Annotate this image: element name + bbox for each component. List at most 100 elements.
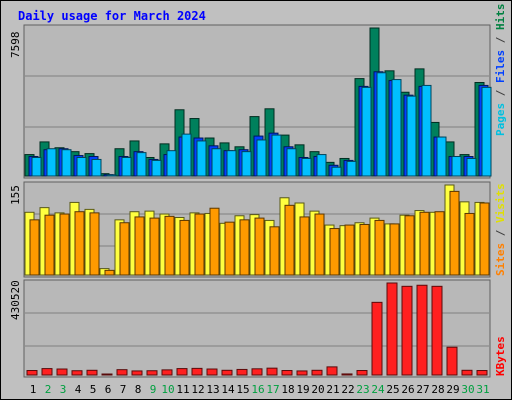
x-tick-label: 1 <box>30 383 37 396</box>
x-tick-label: 22 <box>341 383 354 396</box>
x-tick-label: 16 <box>251 383 264 396</box>
bar-kbytes-day-18 <box>281 370 293 376</box>
bar-sites-day-20 <box>314 213 325 276</box>
bar-kbytes-day-22 <box>341 373 353 376</box>
bar-sites-day-21 <box>329 228 340 276</box>
x-tick-label: 23 <box>356 383 369 396</box>
bar-kbytes-day-16 <box>251 368 263 376</box>
bar-pages-day-15 <box>241 151 252 177</box>
bar-kbytes-day-31 <box>476 370 488 376</box>
legend-part: Visits <box>494 183 507 223</box>
x-tick-label: 20 <box>311 383 324 396</box>
bar-sites-day-6 <box>104 269 115 276</box>
x-tick-label: 7 <box>120 383 127 396</box>
bar-pages-day-5 <box>91 158 102 177</box>
x-tick-label: 30 <box>461 383 474 396</box>
bar-kbytes-day-10 <box>161 369 173 376</box>
bar-sites-day-7 <box>119 222 130 276</box>
bar-sites-day-16 <box>254 217 265 276</box>
bar-pages-day-26 <box>406 95 417 177</box>
x-tick-label: 24 <box>371 383 385 396</box>
x-tick-label: 11 <box>176 383 189 396</box>
bar-pages-day-14 <box>226 150 237 177</box>
x-tick-label: 26 <box>401 383 414 396</box>
legend-part: KBytes <box>494 336 507 376</box>
x-axis-labels: 1 2 3 4 5 6 7 8 9 10 11 12 13 14 15 16 17 18 19 20 21 22 23 24 2… <box>30 383 490 396</box>
bar-kbytes-day-17 <box>266 367 278 376</box>
bar-kbytes-day-29 <box>446 346 458 376</box>
bar-pages-day-1 <box>31 156 42 177</box>
legend-kbytes: KBytes <box>494 336 507 376</box>
x-tick-label: 5 <box>90 383 97 396</box>
bar-kbytes-day-28 <box>431 285 443 376</box>
legend-pages-files-hits: Pages / Files / Hits <box>494 4 507 137</box>
bar-kbytes-day-14 <box>221 369 233 376</box>
bar-pages-day-8 <box>136 152 147 177</box>
bar-sites-day-26 <box>404 215 415 276</box>
bar-kbytes-day-3 <box>56 368 68 376</box>
bar-pages-day-11 <box>181 133 192 177</box>
bar-sites-day-17 <box>269 226 280 276</box>
bar-kbytes-day-21 <box>326 366 338 376</box>
bar-pages-day-28 <box>436 136 447 177</box>
chart-title: Daily usage for March 2024 <box>18 9 206 23</box>
bar-kbytes-day-11 <box>176 368 188 376</box>
x-tick-label: 19 <box>296 383 309 396</box>
bar-sites-day-5 <box>89 212 100 276</box>
legend-part: / <box>494 83 507 103</box>
bar-kbytes-day-6 <box>101 373 113 376</box>
y-axis-max-label-hits: 7598 <box>9 32 22 59</box>
bar-kbytes-day-20 <box>311 369 323 376</box>
bar-kbytes-day-15 <box>236 368 248 376</box>
bar-pages-day-31 <box>481 86 492 177</box>
bar-pages-day-2 <box>46 148 57 177</box>
legend-part: / <box>494 30 507 50</box>
bar-kbytes-day-25 <box>386 282 398 376</box>
bar-pages-day-9 <box>151 159 162 177</box>
bar-pages-day-27 <box>421 84 432 177</box>
legend-part: Sites <box>494 243 507 276</box>
x-tick-label: 21 <box>326 383 339 396</box>
bar-sites-day-29 <box>449 190 460 276</box>
bar-sites-day-9 <box>149 217 160 276</box>
bar-sites-day-25 <box>389 223 400 276</box>
x-tick-label: 29 <box>446 383 459 396</box>
bar-sites-day-23 <box>359 223 370 276</box>
bar-pages-day-3 <box>61 149 72 177</box>
y-axis-max-label-visits: 155 <box>9 185 22 205</box>
x-tick-label: 12 <box>191 383 204 396</box>
bar-sites-day-8 <box>134 216 145 276</box>
bar-pages-day-19 <box>301 157 312 177</box>
bar-pages-day-29 <box>451 156 462 177</box>
bar-sites-day-24 <box>374 219 385 276</box>
bar-sites-day-4 <box>74 211 85 276</box>
x-tick-label: 25 <box>386 383 399 396</box>
bar-pages-day-20 <box>316 154 327 177</box>
bar-pages-day-10 <box>166 150 177 177</box>
bar-sites-day-15 <box>239 219 250 276</box>
x-tick-label: 27 <box>416 383 429 396</box>
bar-pages-day-18 <box>286 148 297 177</box>
x-tick-label: 28 <box>431 383 444 396</box>
bar-pages-day-23 <box>361 86 372 177</box>
bar-pages-day-7 <box>121 156 132 177</box>
x-tick-label: 4 <box>75 383 82 396</box>
bar-pages-day-30 <box>466 157 477 177</box>
x-tick-label: 13 <box>206 383 219 396</box>
bar-kbytes-day-12 <box>191 367 203 376</box>
bar-kbytes-day-27 <box>416 284 428 376</box>
bar-kbytes-day-8 <box>131 370 143 376</box>
bar-kbytes-day-30 <box>461 369 473 376</box>
bar-pages-day-16 <box>256 139 267 177</box>
bar-sites-day-31 <box>479 202 490 276</box>
bar-pages-day-25 <box>391 79 402 177</box>
y-axis-max-label-kbytes: 430520 <box>9 280 22 320</box>
bars-layer <box>24 27 492 376</box>
bar-kbytes-day-19 <box>296 370 308 376</box>
bar-sites-day-13 <box>209 207 220 276</box>
bar-kbytes-day-24 <box>371 301 383 376</box>
bar-pages-day-21 <box>331 166 342 177</box>
bar-kbytes-day-26 <box>401 285 413 376</box>
bar-sites-day-12 <box>194 213 205 276</box>
